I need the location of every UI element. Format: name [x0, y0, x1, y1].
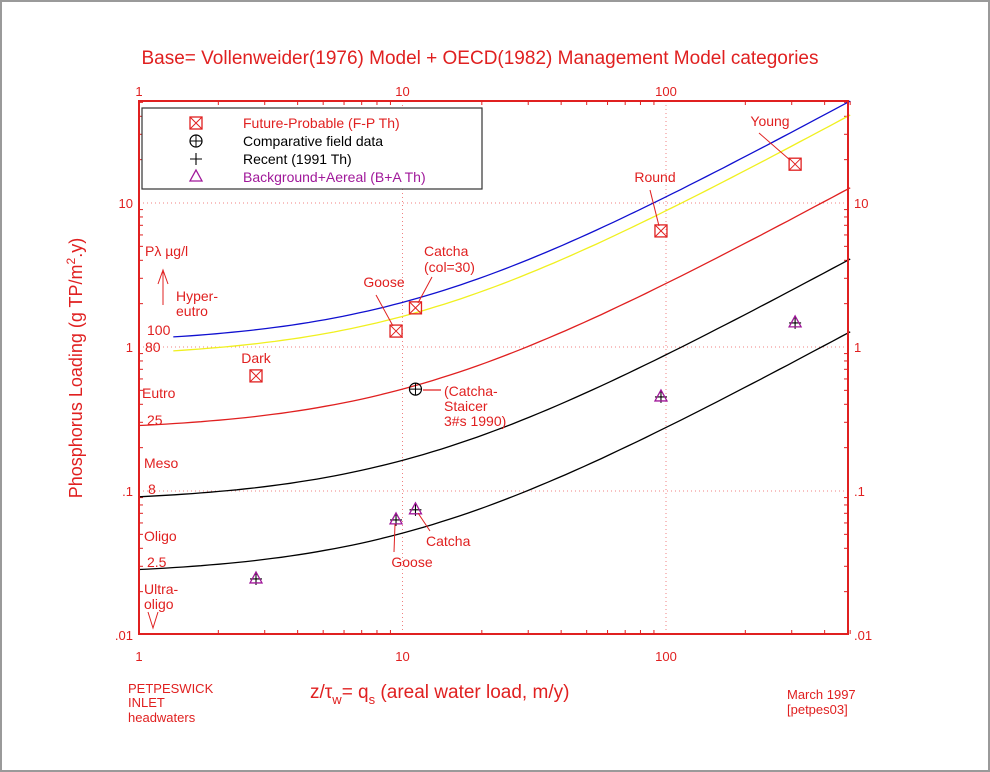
- point-label: Goose: [363, 274, 404, 290]
- leader-line: [417, 512, 431, 532]
- footer-file: [petpes03]: [787, 702, 848, 717]
- box-x-marker-x: [389, 324, 403, 338]
- triangle-marker: [653, 388, 669, 402]
- trophic-label-eutro: Eutro: [142, 385, 176, 401]
- box-x-marker-x: [249, 369, 263, 383]
- triangle-marker: [788, 314, 803, 328]
- point-label: 3#s 1990): [444, 413, 506, 429]
- x-tick-label-top: 1: [135, 84, 142, 99]
- point-label: Young: [750, 113, 789, 129]
- y-tick-label-right: .01: [854, 628, 872, 643]
- curve-100-ugl: [173, 100, 851, 338]
- leader-line: [393, 523, 396, 553]
- triangle-marker: [408, 501, 423, 515]
- box-x-marker-x: [409, 301, 422, 315]
- trophic-label-meso: Meso: [144, 455, 178, 471]
- x-tick-label-bottom: 100: [655, 649, 677, 664]
- point-label: (col=30): [424, 259, 475, 275]
- circle-plus-marker-cross: [409, 383, 422, 396]
- curve-2.5-ugl: [138, 331, 851, 571]
- point-label: Goose: [391, 554, 432, 570]
- triangle-marker: [248, 570, 264, 584]
- legend-item: Future-Probable (F-P Th): [189, 115, 400, 131]
- curve-80-ugl: [173, 114, 851, 352]
- box-x-marker: [389, 324, 403, 338]
- point-label: (Catcha-: [444, 383, 498, 399]
- legend-plus-icon: [190, 153, 202, 165]
- trophic-units-label: Pλ µg/l: [145, 243, 188, 259]
- trophic-value-25: 25: [147, 412, 163, 428]
- leader-line: [417, 276, 433, 304]
- trophic-value-80: 80: [145, 339, 161, 355]
- trophic-label-ultraoligo: oligo: [144, 596, 174, 612]
- trophic-label-hypereutro: eutro: [176, 303, 208, 319]
- y-tick-label-right: .1: [854, 484, 865, 499]
- point-label: Catcha: [424, 243, 469, 259]
- arrow-up-icon: [157, 268, 169, 305]
- x-axis-label: z/τw= qs (areal water load, m/y): [310, 682, 569, 707]
- x-tick-label-bottom: 10: [395, 649, 409, 664]
- legend-triangle-icon: [188, 168, 204, 182]
- triangle-marker: [388, 511, 404, 525]
- x-tick-label-top: 10: [395, 84, 409, 99]
- legend-label: Future-Probable (F-P Th): [243, 115, 400, 131]
- point-label: Catcha: [426, 533, 471, 549]
- leader-line: [649, 189, 660, 227]
- legend-box-x-icon: [189, 116, 203, 130]
- box-x-marker-x: [788, 157, 802, 171]
- plot-border: [138, 100, 849, 635]
- footer-site-2: INLET: [128, 695, 165, 710]
- legend-item: Comparative field data: [189, 133, 383, 149]
- legend-label: Background+Aereal (B+A Th): [243, 169, 426, 185]
- trophic-label-oligo: Oligo: [144, 528, 177, 544]
- x-tick-label-top: 100: [655, 84, 677, 99]
- leader-line: [758, 132, 791, 161]
- y-tick-label-left: .1: [122, 484, 133, 499]
- box-x-marker: [249, 369, 263, 383]
- box-x-marker: [408, 301, 423, 315]
- trophic-label-hypereutro: Hyper-: [176, 288, 218, 304]
- legend-item: Background+Aereal (B+A Th): [188, 168, 426, 185]
- curve-25-ugl: [138, 187, 851, 427]
- box-x-marker: [788, 157, 802, 171]
- legend-item: Recent (1991 Th): [190, 151, 352, 167]
- legend: Future-Probable (F-P Th) Comparative fiel…: [141, 107, 483, 190]
- y-tick-label-left: 1: [126, 340, 133, 355]
- legend-box-x-icon-x: [189, 116, 203, 130]
- y-tick-label-right: 10: [854, 196, 868, 211]
- trophic-value-2-5: 2.5: [147, 554, 167, 570]
- legend-label: Comparative field data: [243, 133, 383, 149]
- box-x-marker: [654, 224, 668, 238]
- trophic-value-100: 100: [147, 322, 171, 338]
- chart-title: Base= Vollenweider(1976) Model + OECD(19…: [142, 48, 819, 69]
- x-tick-label-bottom: 1: [135, 649, 142, 664]
- footer-date: March 1997: [787, 687, 856, 702]
- y-tick-label-left: 10: [119, 196, 133, 211]
- y-axis-label: Phosphorus Loading (g TP/m2.y): [64, 238, 86, 499]
- y-tick-label-right: 1: [854, 340, 861, 355]
- point-label: Staicer: [444, 398, 488, 414]
- point-label: Dark: [241, 350, 272, 366]
- box-x-marker-x: [654, 224, 668, 238]
- footer-site-1: PETPESWICK: [128, 681, 214, 696]
- trophic-label-ultraoligo: Ultra-: [144, 581, 179, 597]
- y-tick-label-left: .01: [115, 628, 133, 643]
- point-label: Round: [634, 169, 675, 185]
- curve-8-ugl: [138, 258, 851, 498]
- trophic-value-8: 8: [148, 481, 156, 497]
- legend-label: Recent (1991 Th): [243, 151, 352, 167]
- leader-line: [375, 294, 394, 327]
- footer-site-3: headwaters: [128, 710, 196, 725]
- legend-circle-plus-icon-cross: [190, 135, 202, 147]
- arrow-down-icon: [147, 611, 159, 630]
